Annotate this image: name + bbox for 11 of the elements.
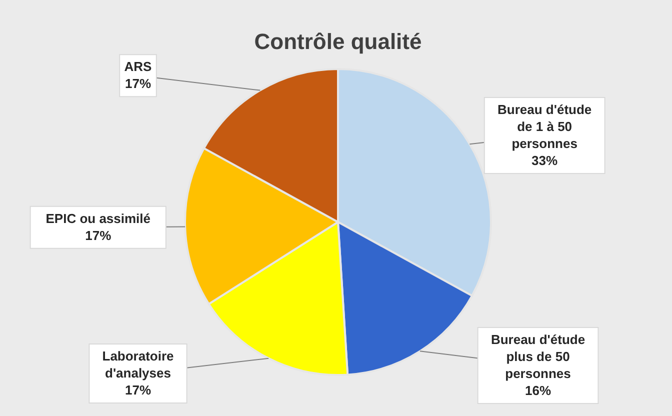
slice-label: Bureau d'étude plus de 50 personnes (490, 332, 586, 382)
slice-label: Bureau d'étude de 1 à 50 personnes (498, 102, 592, 151)
data-label: 17% (124, 76, 152, 92)
data-label: 17% (124, 382, 152, 398)
data-label: 33% (532, 152, 558, 168)
data-label: 16% (524, 383, 552, 398)
chart-title: Contrôle qualité (254, 29, 422, 54)
data-label: 17% (85, 228, 112, 243)
slice-label: Laboratoire d'analyses (102, 348, 174, 380)
slice-label: EPIC ou assimilé (46, 210, 150, 226)
slice-label: ARS (124, 59, 152, 74)
